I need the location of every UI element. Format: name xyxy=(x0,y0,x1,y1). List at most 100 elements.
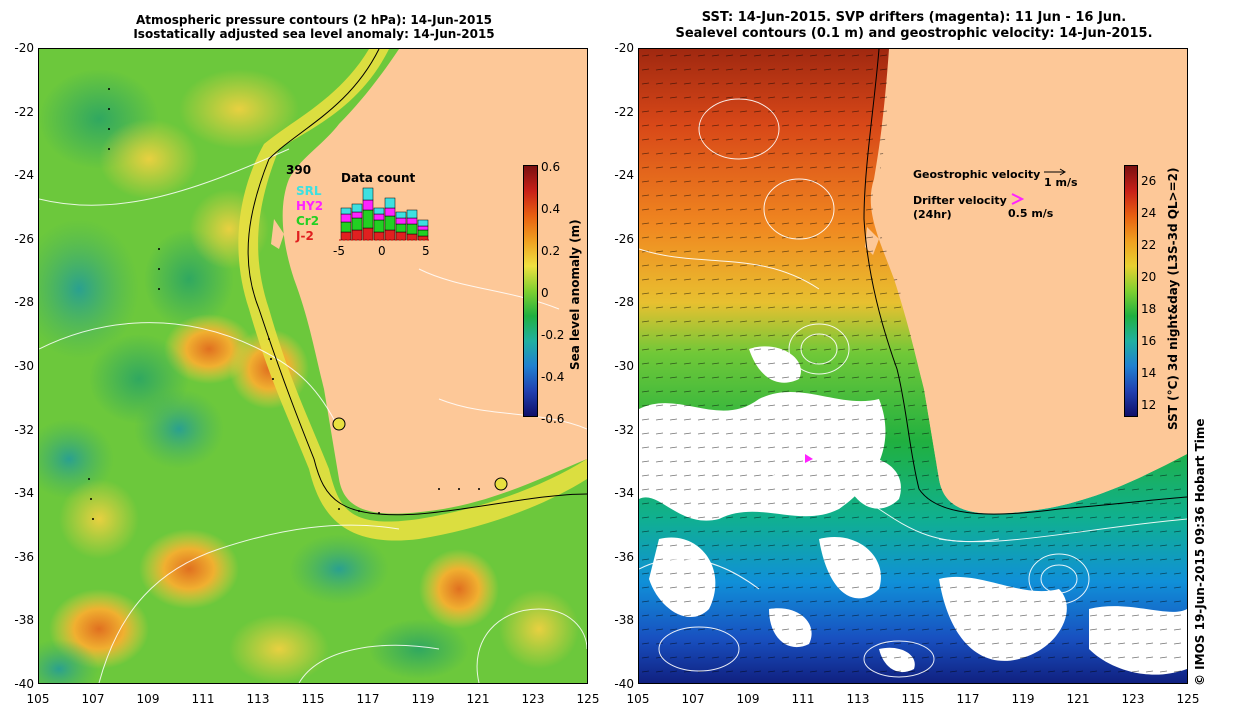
histogram-bar xyxy=(384,197,396,209)
histogram-bar xyxy=(395,211,407,219)
left-colorbar-tick: 0 xyxy=(541,286,549,300)
sst-map-canvas xyxy=(639,49,1187,683)
sst-map xyxy=(638,48,1188,684)
right-colorbar-tick: 22 xyxy=(1141,238,1157,252)
right-colorbar-tick: 24 xyxy=(1141,206,1157,220)
data-count-xtick: 0 xyxy=(378,244,386,258)
right-xtick: 111 xyxy=(791,692,815,706)
left-xtick: 115 xyxy=(301,692,325,706)
sla-map-canvas xyxy=(39,49,587,683)
left-colorbar-tick: 0.2 xyxy=(541,244,561,258)
geostrophic-scale: 1 m/s xyxy=(1044,176,1078,189)
left-ytick: -32 xyxy=(14,422,34,437)
right-xtick: 113 xyxy=(846,692,870,706)
histogram-bar xyxy=(395,231,407,241)
right-xtick: 121 xyxy=(1066,692,1090,706)
tide-gauge-marker xyxy=(494,477,508,491)
right-ytick: -30 xyxy=(614,359,634,373)
right-colorbar-tick: 20 xyxy=(1141,270,1157,284)
histogram-bar xyxy=(417,219,429,227)
satellite-legend-j-2: J-2 xyxy=(296,229,314,243)
left-title-line1: Atmospheric pressure contours (2 hPa): 1… xyxy=(135,13,493,27)
histogram-bar xyxy=(351,203,363,213)
histogram-bar xyxy=(395,223,407,233)
right-ytick: -24 xyxy=(614,168,634,183)
left-colorbar-tick: 0.4 xyxy=(541,202,561,216)
histogram-bar xyxy=(417,235,429,241)
histogram-bar xyxy=(406,217,418,225)
sealevel-contours xyxy=(639,98,1187,678)
drifter-scale: 0.5 m/s xyxy=(1008,207,1054,220)
right-title-line1: SST: 14-Jun-2015. SVP drifters (magenta)… xyxy=(701,10,1127,25)
right-ytick: -28 xyxy=(614,295,634,310)
histogram-bar xyxy=(340,231,352,241)
left-ytick: -28 xyxy=(14,295,34,310)
histogram-bar xyxy=(351,217,363,231)
histogram-bar xyxy=(406,223,418,235)
left-ytick: -40 xyxy=(14,677,34,691)
right-colorbar-tick: 12 xyxy=(1141,398,1157,412)
histogram-bar xyxy=(362,209,374,229)
histogram-bar xyxy=(384,229,396,241)
drifter-velocity-sub: (24hr) xyxy=(913,208,952,221)
left-xtick: 113 xyxy=(246,692,270,706)
right-ytick: -34 xyxy=(614,486,634,501)
left-xtick: 109 xyxy=(136,692,160,706)
altimeter-track-dots xyxy=(88,88,480,520)
histogram-bar xyxy=(340,207,352,215)
histogram-bar xyxy=(351,229,363,241)
data-count-xtick: -5 xyxy=(333,244,345,258)
histogram-bar xyxy=(406,209,418,219)
left-colorbar-tick: -0.2 xyxy=(541,328,565,342)
histogram-bar xyxy=(373,219,385,233)
right-xtick: 115 xyxy=(901,692,925,706)
right-map-title: SST: 14-Jun-2015. SVP drifters (magenta)… xyxy=(640,10,1188,42)
left-ytick: -36 xyxy=(14,549,34,564)
right-xtick: 119 xyxy=(1011,692,1035,706)
data-count-max: 390 xyxy=(286,163,312,177)
histogram-bar xyxy=(406,233,418,241)
right-ytick: -36 xyxy=(614,549,634,564)
right-ytick: -22 xyxy=(614,104,634,119)
left-colorbar-tick: -0.6 xyxy=(541,412,565,426)
sea-level-anomaly-map xyxy=(38,48,588,684)
left-xtick: 121 xyxy=(466,692,490,706)
histogram-bar xyxy=(384,207,396,217)
left-ytick: -38 xyxy=(14,613,34,628)
right-xtick: 123 xyxy=(1121,692,1145,706)
right-xtick: 117 xyxy=(956,692,980,706)
left-xtick: 119 xyxy=(411,692,435,706)
satellite-legend-hy2: HY2 xyxy=(296,199,324,213)
left-ytick: -24 xyxy=(14,168,34,183)
left-ytick: -20 xyxy=(14,41,34,55)
histogram-bar xyxy=(340,221,352,233)
drifter-arrow-icon xyxy=(1011,193,1024,205)
right-xtick: 107 xyxy=(681,692,705,706)
data-count-title: Data count xyxy=(341,171,416,185)
right-ytick: -32 xyxy=(614,422,634,437)
left-map-title: Atmospheric pressure contours (2 hPa): 1… xyxy=(40,13,588,41)
left-title-line2: Isostatically adjusted sea level anomaly… xyxy=(133,27,495,41)
right-xtick: 105 xyxy=(626,692,650,706)
histogram-bar xyxy=(373,207,385,215)
left-colorbar-tick: -0.4 xyxy=(541,370,565,384)
histogram-bar xyxy=(373,231,385,241)
imos-credit: © IMOS 19-Jun-2015 09:36 Hobart Time xyxy=(1193,418,1207,686)
histogram-bar xyxy=(395,217,407,225)
drifter-velocity-label: Drifter velocity xyxy=(913,194,1007,207)
right-colorbar-tick: 18 xyxy=(1141,302,1157,316)
left-xtick: 107 xyxy=(81,692,105,706)
histogram-bar xyxy=(362,187,374,201)
histogram-bar xyxy=(417,229,429,237)
histogram-bar xyxy=(351,211,363,219)
left-xtick: 123 xyxy=(521,692,545,706)
data-count-xtick: 5 xyxy=(422,244,430,258)
right-ytick: -40 xyxy=(614,677,634,691)
left-ytick: -26 xyxy=(14,231,34,246)
left-xtick: 105 xyxy=(26,692,50,706)
right-xtick: 125 xyxy=(1176,692,1200,706)
sst-colorbar-label: SST (°C) 3d night&day (L3S-3d QL>=2) xyxy=(1166,167,1180,431)
right-colorbar-tick: 14 xyxy=(1141,366,1157,380)
svp-drifter-marker xyxy=(805,454,813,463)
histogram-bar xyxy=(362,199,374,211)
